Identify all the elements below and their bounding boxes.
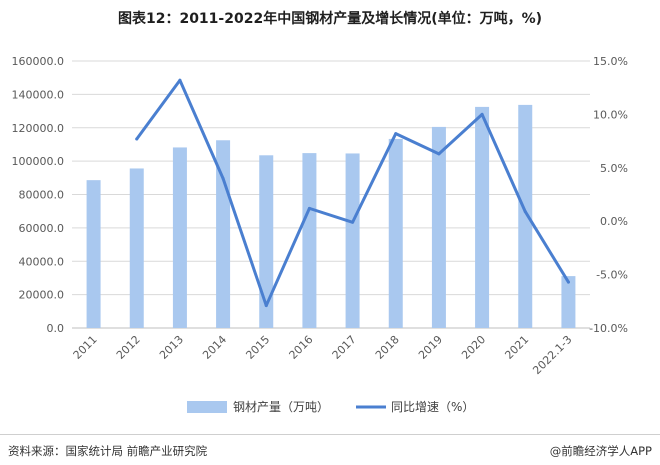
x-axis-tick-label: 2020 [459, 333, 488, 362]
bar-2017 [345, 153, 360, 328]
x-axis-tick-label: 2018 [373, 333, 402, 362]
line-point-2012 [135, 137, 139, 141]
line-point-2021 [523, 210, 527, 214]
gridlines [72, 60, 590, 329]
left-axis-tick-label: 60000.0 [19, 222, 65, 235]
left-axis: 0.0 20000.0 40000.0 60000.0 80000.0 100000.0 1… [12, 55, 65, 335]
right-axis-tick-label: 15.0% [593, 55, 628, 68]
line-point-2017 [351, 220, 355, 224]
bar-2018 [388, 138, 403, 328]
x-axis-tick-label: 2017 [330, 333, 359, 362]
x-axis: 2011 2012 2013 2014 2015 2016 2017 2018 2019 2020… [71, 333, 575, 377]
legend: 钢材产量（万吨） 同比增速（%） [187, 400, 474, 414]
left-axis-tick-label: 80000.0 [19, 189, 65, 202]
x-axis-tick-label: 2021 [502, 333, 531, 362]
x-axis-tick-label: 2012 [114, 333, 143, 362]
bar-2013 [172, 147, 187, 328]
line-point-2018 [394, 132, 398, 136]
bar-2012 [129, 168, 144, 328]
x-axis-tick-label: 2015 [243, 333, 272, 362]
bar-2022.1-3 [561, 276, 576, 328]
legend-label-bar: 钢材产量（万吨） [233, 400, 329, 414]
legend-label-line: 同比增速（%） [391, 400, 474, 414]
bar-2021 [518, 104, 533, 328]
x-axis-tick-label: 2022.1-3 [530, 333, 574, 377]
legend-swatch-bar [187, 401, 227, 413]
line-point-2016 [307, 206, 311, 210]
left-axis-tick-label: 20000.0 [19, 289, 65, 302]
right-axis-tick-label: 0.0% [600, 215, 628, 228]
x-axis-tick-label: 2016 [287, 333, 316, 362]
footer: 资料来源：国家统计局 前瞻产业研究院 @前瞻经济学人APP [0, 434, 660, 465]
line-point-2022.1-3 [566, 280, 570, 284]
left-axis-tick-label: 0.0 [47, 322, 65, 335]
left-axis-tick-label: 140000.0 [12, 88, 65, 101]
line-point-2020 [480, 112, 484, 116]
bar-2011 [86, 180, 101, 328]
left-axis-tick-label: 40000.0 [19, 255, 65, 268]
line-point-2014 [221, 176, 225, 180]
right-axis-tick-label: -5.0% [596, 269, 628, 282]
bar-series [86, 104, 576, 329]
line-point-2013 [178, 78, 182, 82]
right-axis-tick-label: -10.0% [589, 322, 628, 335]
line-point-2019 [437, 152, 441, 156]
bar-2016 [302, 153, 317, 328]
left-axis-tick-label: 120000.0 [12, 122, 65, 135]
x-axis-tick-label: 2011 [71, 333, 100, 362]
x-axis-tick-label: 2014 [200, 333, 229, 362]
x-axis-tick-label: 2019 [416, 333, 445, 362]
brand-credit: @前瞻经济学人APP [549, 444, 652, 458]
left-axis-tick-label: 100000.0 [12, 155, 65, 168]
bar-2020 [475, 106, 490, 328]
chart-title: 图表12：2011-2022年中国钢材产量及增长情况(单位：万吨，%) [117, 11, 543, 27]
right-axis-tick-label: 10.0% [593, 108, 628, 121]
bar-2019 [431, 126, 446, 329]
left-axis-tick-label: 160000.0 [12, 55, 65, 68]
line-series [135, 78, 570, 308]
right-axis-tick-label: 5.0% [600, 162, 628, 175]
x-axis-tick-label: 2013 [157, 333, 186, 362]
bar-2015 [259, 155, 274, 328]
source-note: 资料来源：国家统计局 前瞻产业研究院 [8, 444, 208, 458]
right-axis: -10.0% -5.0% 0.0% 5.0% 10.0% 15.0% [589, 55, 628, 335]
line-point-2015 [264, 304, 268, 308]
